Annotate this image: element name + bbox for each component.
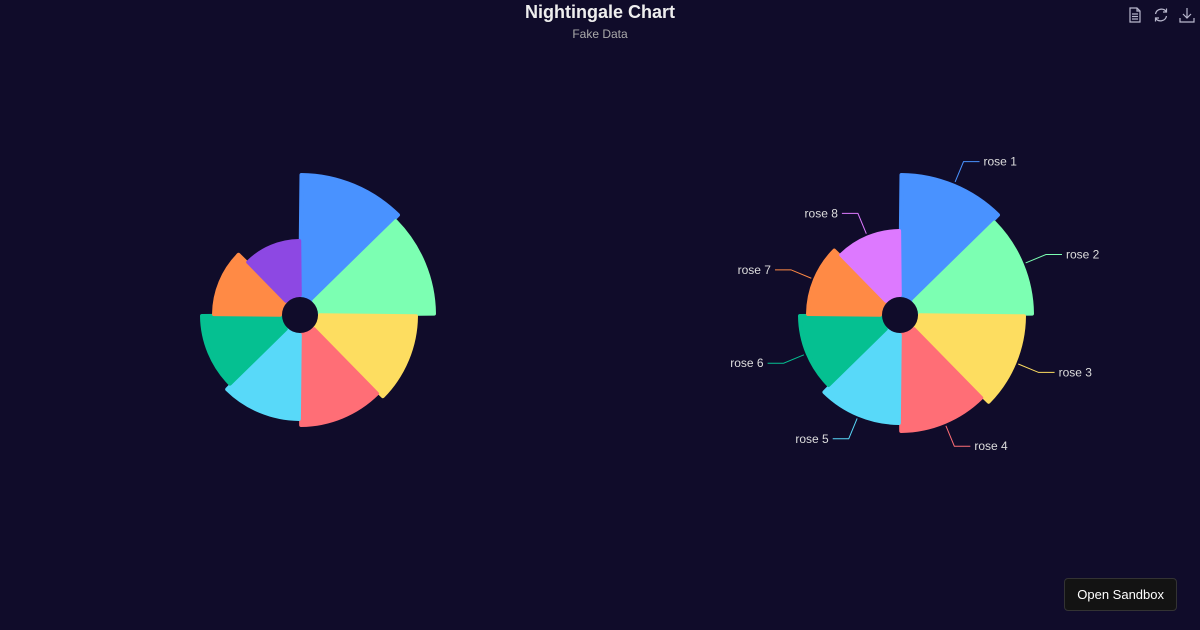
open-sandbox-button[interactable]: Open Sandbox: [1064, 578, 1177, 611]
slice-label-7: rose 7: [738, 263, 772, 277]
label-line-5: [832, 418, 858, 440]
slice-label-1: rose 1: [984, 155, 1018, 169]
rose-slice-1[interactable]: [298, 173, 400, 303]
rose-slice-6[interactable]: [798, 313, 888, 387]
rose-slice-5[interactable]: [225, 327, 302, 421]
slice-label-5: rose 5: [795, 432, 829, 446]
label-line-6: [767, 354, 805, 364]
label-line-2: [1025, 254, 1062, 264]
rose-slice-7[interactable]: [212, 252, 288, 317]
toolbox: [1126, 6, 1196, 24]
rose-slice-4[interactable]: [898, 327, 984, 433]
rose-slice-3[interactable]: [912, 313, 1026, 404]
rose-slice-2[interactable]: [912, 220, 1034, 317]
slice-label-3: rose 3: [1059, 365, 1093, 379]
slice-label-6: rose 6: [730, 356, 764, 370]
label-line-7: [774, 269, 812, 279]
rose-slice-7[interactable]: [806, 248, 888, 317]
data-view-icon[interactable]: [1126, 6, 1144, 24]
save-image-icon[interactable]: [1178, 6, 1196, 24]
rose-chart-2: rose 1 rose 2 rose 3 rose 4 rose 5 rose 6 rose…: [730, 155, 1099, 454]
restore-icon[interactable]: [1152, 6, 1170, 24]
label-line-1: [954, 161, 980, 183]
rose-slice-6[interactable]: [200, 313, 288, 386]
rose-slice-1[interactable]: [898, 173, 1000, 303]
rose-slice-5[interactable]: [822, 327, 902, 425]
slice-label-8: rose 8: [805, 206, 839, 220]
rose-chart-1: [200, 173, 436, 427]
slice-label-4: rose 4: [974, 439, 1008, 453]
rose-slice-8[interactable]: [839, 229, 902, 303]
label-line-8: [841, 212, 867, 234]
label-line-3: [1018, 363, 1055, 373]
rose-slice-4[interactable]: [298, 327, 379, 427]
rose-slice-2[interactable]: [312, 219, 436, 317]
chart-title: Nightingale Chart: [524, 2, 675, 22]
slice-label-2: rose 2: [1066, 248, 1100, 262]
chart-subtitle: Fake Data: [572, 27, 628, 41]
rose-slice-3[interactable]: [312, 313, 418, 399]
rose-slice-8[interactable]: [246, 239, 302, 303]
label-line-4: [945, 425, 971, 447]
